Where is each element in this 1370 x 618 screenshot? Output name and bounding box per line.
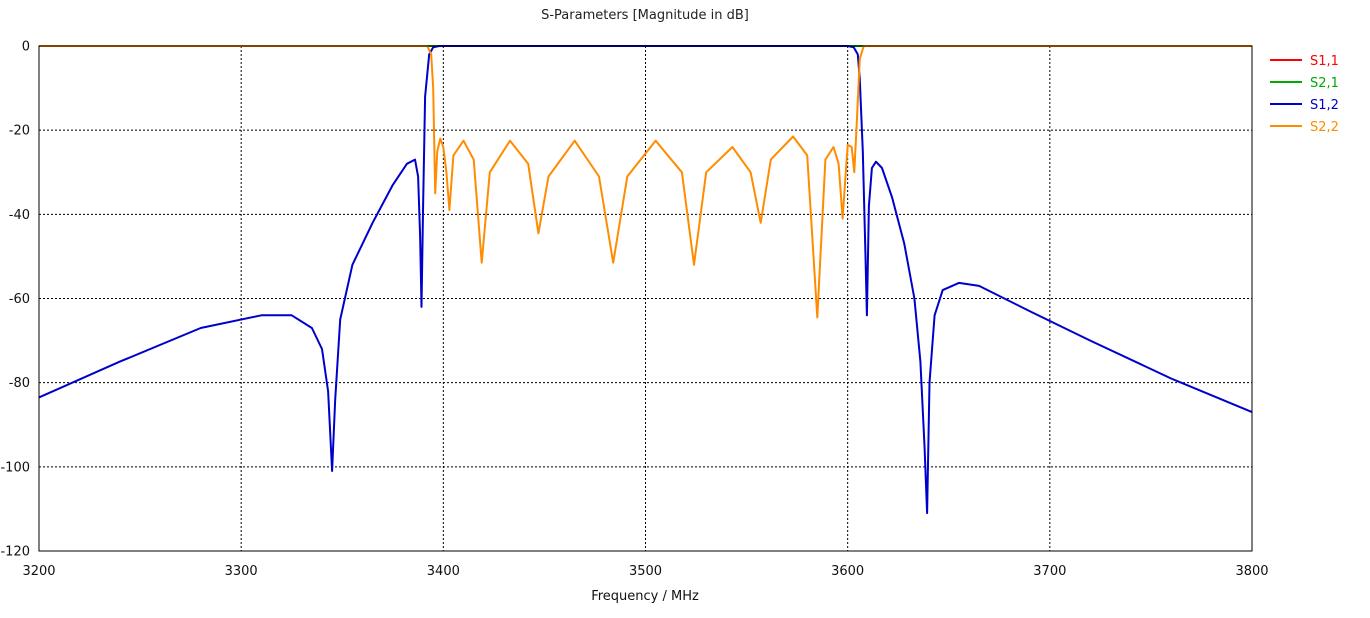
x-axis-label: Frequency / MHz [591,589,699,604]
plot-area-border [38,45,1253,552]
grid-lines [39,46,1252,551]
series-line-s2-2 [39,45,1252,319]
legend-label-s2-2: S2,2 [1310,120,1339,135]
legend-label-s1-2: S1,2 [1310,98,1339,113]
y-tick-label: -60 [9,292,30,307]
y-tick-label: -80 [9,376,30,391]
x-tick-label: 3200 [22,564,55,579]
x-tick-label: 3500 [629,564,662,579]
y-tick-label: -20 [9,124,30,139]
x-tick-label: 3300 [225,564,258,579]
y-tick-label: -120 [0,545,30,560]
y-tick-label: 0 [22,40,30,55]
tick-labels: 3200 3300 3400 3500 3600 3700 3800 0 -20 -40 -60 -8… [0,40,1268,580]
x-tick-label: 3700 [1033,564,1066,579]
chart-title: S-Parameters [Magnitude in dB] [541,8,749,23]
x-tick-label: 3400 [427,564,460,579]
x-tick-label: 3600 [831,564,864,579]
legend: S1,1 S2,1 S1,2 S2,2 [1270,54,1339,135]
legend-label-s1-1: S1,1 [1310,54,1339,69]
legend-label-s2-1: S2,1 [1310,76,1339,91]
y-tick-label: -40 [9,208,30,223]
y-tick-label: -100 [0,460,30,475]
x-tick-label: 3800 [1235,564,1268,579]
